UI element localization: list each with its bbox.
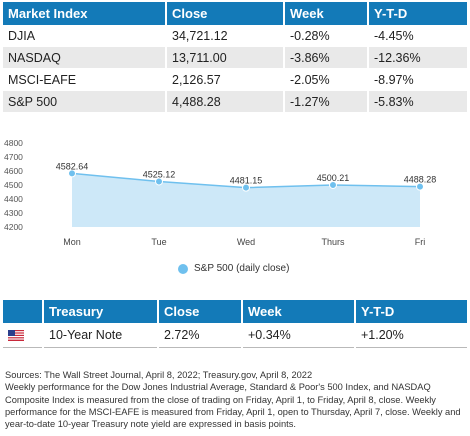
header-ytd: Y-T-D	[355, 300, 467, 323]
header-week: Week	[242, 300, 356, 323]
index-name: DJIA	[3, 25, 167, 47]
treasury-table-header: Treasury Close Week Y-T-D	[3, 300, 467, 323]
table-row: 10-Year Note 2.72% +0.34% +1.20%	[3, 323, 467, 348]
x-tick-label: Tue	[151, 237, 166, 247]
header-market-index: Market Index	[3, 2, 167, 25]
index-close: 13,711.00	[166, 46, 285, 69]
y-tick-label: 4400	[4, 194, 23, 204]
y-tick-label: 4200	[4, 222, 23, 232]
market-index-table: Market Index Close Week Y-T-D DJIA 34,72…	[3, 2, 467, 113]
index-ytd: -12.36%	[368, 46, 467, 69]
sources-note: Sources: The Wall Street Journal, April …	[5, 370, 461, 430]
index-week: -3.86%	[284, 46, 369, 69]
index-name: NASDAQ	[3, 46, 167, 69]
data-label: 4500.21	[317, 173, 350, 183]
index-name: MSCI-EAFE	[3, 68, 167, 91]
header-close: Close	[166, 2, 285, 25]
index-week: -1.27%	[284, 90, 369, 113]
data-point	[68, 169, 76, 178]
index-ytd: -8.97%	[368, 68, 467, 91]
header-ytd: Y-T-D	[368, 2, 467, 25]
x-tick-label: Wed	[237, 237, 255, 247]
y-tick-label: 4700	[4, 152, 23, 162]
table-row: NASDAQ 13,711.00 -3.86% -12.36%	[3, 46, 467, 69]
header-treasury: Treasury	[43, 300, 159, 323]
index-week: -0.28%	[284, 25, 369, 47]
table-row: DJIA 34,721.12 -0.28% -4.45%	[3, 25, 467, 47]
x-tick-label: Thurs	[321, 237, 345, 247]
x-tick-label: Fri	[415, 237, 426, 247]
market-table-header: Market Index Close Week Y-T-D	[3, 2, 467, 25]
table-row: S&P 500 4,488.28 -1.27% -5.83%	[3, 90, 467, 113]
table-row: MSCI-EAFE 2,126.57 -2.05% -8.97%	[3, 68, 467, 91]
legend-marker	[178, 263, 188, 274]
y-tick-label: 4800	[4, 138, 23, 148]
legend-label: S&P 500 (daily close)	[194, 263, 290, 274]
header-week: Week	[284, 2, 369, 25]
data-point	[242, 183, 250, 192]
y-tick-label: 4600	[4, 166, 23, 176]
header-flag-spacer	[3, 300, 44, 323]
index-ytd: -4.45%	[368, 25, 467, 47]
treasury-ytd: +1.20%	[355, 323, 467, 348]
data-label: 4481.15	[230, 176, 263, 186]
data-point	[155, 177, 163, 186]
data-point	[329, 180, 337, 189]
x-tick-label: Mon	[63, 237, 81, 247]
treasury-week: +0.34%	[242, 323, 356, 348]
data-label: 4582.64	[56, 161, 89, 171]
index-close: 2,126.57	[166, 68, 285, 91]
chart-legend: S&P 500 (daily close)	[178, 263, 289, 274]
y-tick-label: 4500	[4, 180, 23, 190]
flag-cell	[3, 323, 44, 348]
index-close: 4,488.28	[166, 90, 285, 113]
y-tick-label: 4300	[4, 208, 23, 218]
sp500-area-chart: 4800 4700 4600 4500 4400 4300 4200 4582.64 4525.…	[4, 138, 437, 247]
data-label: 4525.12	[143, 169, 176, 179]
data-label: 4488.28	[404, 175, 437, 185]
index-week: -2.05%	[284, 68, 369, 91]
index-ytd: -5.83%	[368, 90, 467, 113]
header-close: Close	[158, 300, 243, 323]
treasury-close: 2.72%	[158, 323, 243, 348]
data-point	[416, 182, 424, 191]
treasury-name: 10-Year Note	[43, 323, 159, 348]
index-name: S&P 500	[3, 90, 167, 113]
us-flag-icon	[8, 330, 24, 342]
index-close: 34,721.12	[166, 25, 285, 47]
treasury-table: Treasury Close Week Y-T-D 10-Year Note 2…	[3, 300, 467, 348]
